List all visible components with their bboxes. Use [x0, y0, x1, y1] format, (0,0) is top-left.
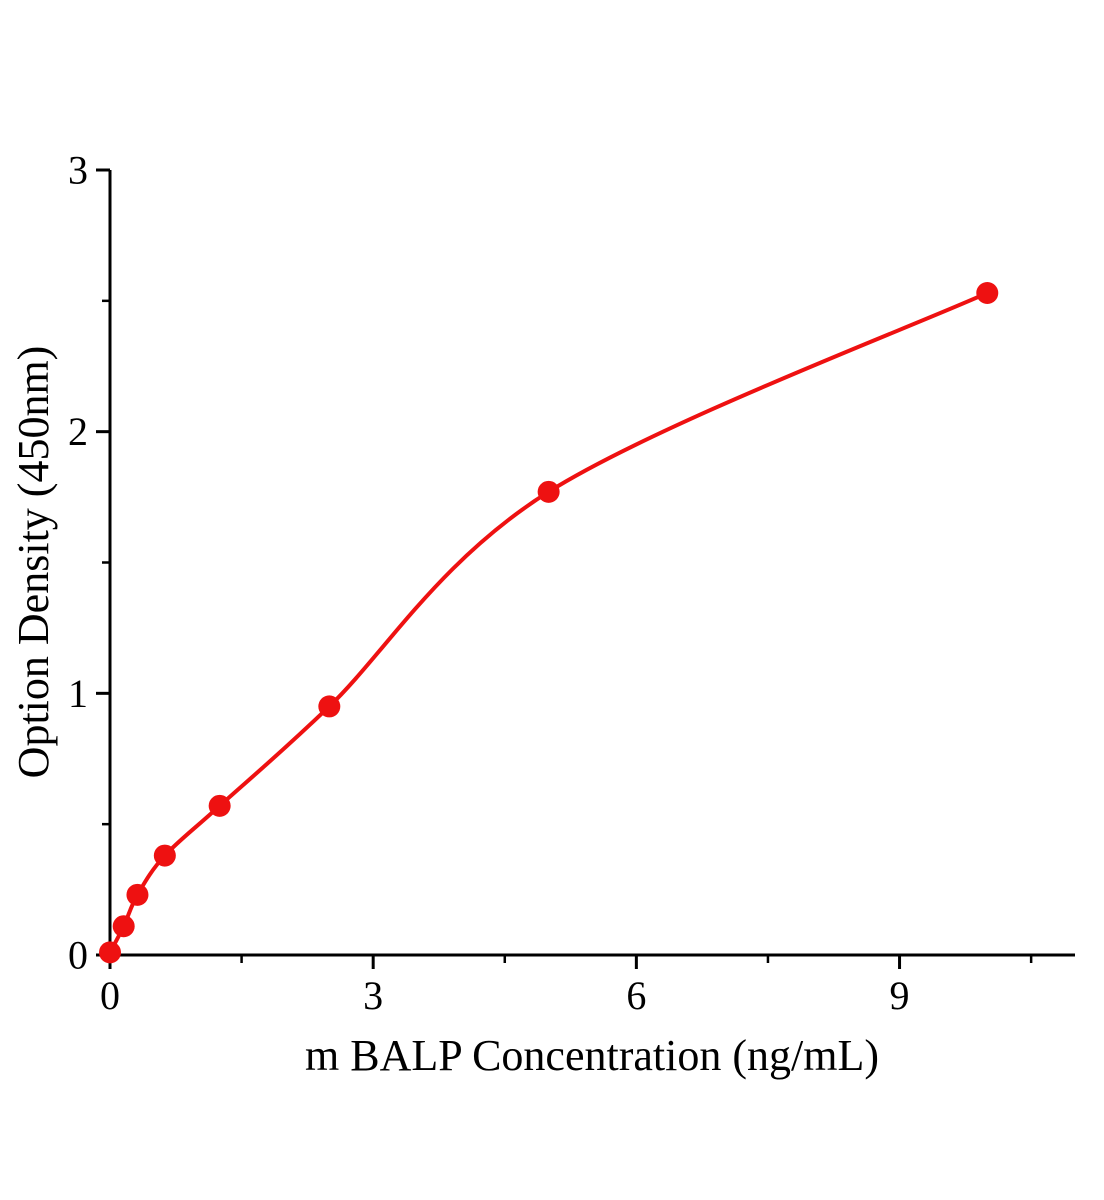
y-tick-label: 3 — [68, 148, 88, 193]
x-tick-label: 3 — [363, 973, 383, 1018]
data-point — [153, 844, 176, 867]
x-tick-label: 9 — [890, 973, 910, 1018]
data-point — [126, 883, 149, 906]
data-point — [208, 794, 231, 817]
y-tick-label: 2 — [68, 409, 88, 454]
fit-curve — [108, 290, 990, 955]
data-point — [537, 480, 560, 503]
y-axis-title: Option Density (450nm) — [9, 346, 58, 779]
y-tick-label: 0 — [68, 933, 88, 978]
plot-area: 0 3 6 9 0 1 2 3 — [68, 148, 1075, 1018]
data-point — [99, 941, 121, 964]
data-point — [976, 281, 999, 304]
x-tick-label: 6 — [626, 973, 646, 1018]
data-point — [318, 695, 341, 718]
data-point — [112, 915, 135, 938]
x-axis-title: m BALP Concentration (ng/mL) — [305, 1031, 879, 1080]
x-tick-label: 0 — [100, 973, 120, 1018]
y-tick-label: 1 — [68, 671, 88, 716]
